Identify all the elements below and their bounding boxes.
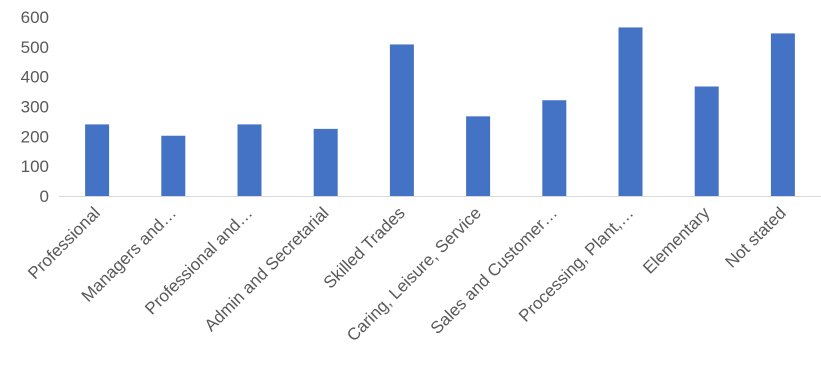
y-axis: 0 100 200 300 400 500 600 [21,8,49,206]
y-tick-label: 300 [21,98,49,117]
bars [85,27,795,197]
bar [237,124,262,196]
y-tick-label: 100 [21,157,49,176]
y-tick-label: 400 [21,68,49,87]
x-tick-label: Elementary [639,203,714,278]
y-tick-label: 200 [21,127,49,146]
bar [313,128,338,196]
bar [161,135,186,196]
y-tick-label: 500 [21,38,49,57]
bar [85,124,110,196]
x-tick-label: Caring, Leisure, Service [343,203,485,345]
bar [389,44,414,196]
x-tick-label: Professional [24,203,104,283]
y-tick-label: 600 [21,8,49,27]
bar [618,27,643,196]
x-tick-label: Admin and Secretarial [201,203,333,335]
bar [466,116,491,196]
x-tick-label: Not stated [721,203,789,271]
bar [770,33,795,197]
bar [542,100,567,196]
y-tick-label: 0 [40,187,49,206]
x-tick-label: Sales and Customer… [427,203,561,337]
bar [694,86,719,196]
